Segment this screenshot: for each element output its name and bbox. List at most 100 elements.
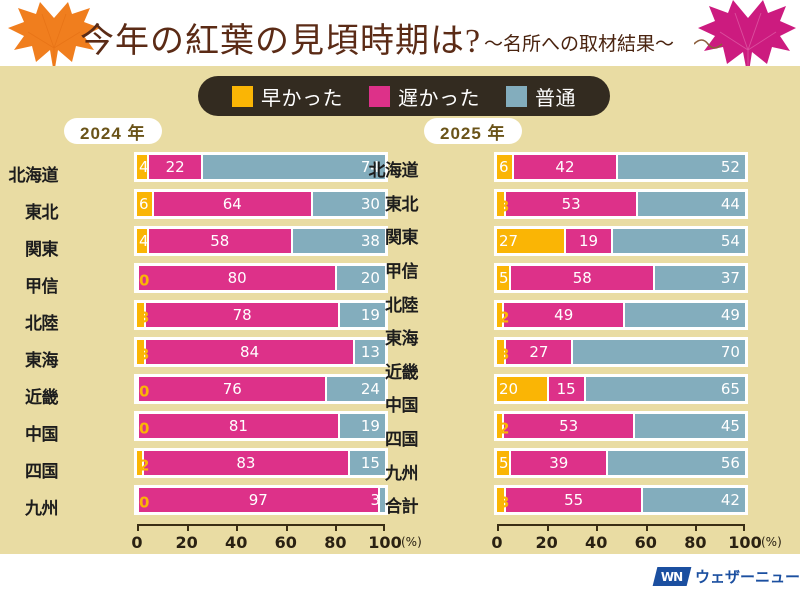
segment-normal: 3 <box>370 488 385 512</box>
segment-late: 80 <box>137 266 336 290</box>
segment-normal-value: 56 <box>720 453 740 472</box>
stacked-bar: 5 58 37 <box>494 263 748 293</box>
stacked-bar: 78 19 <box>134 300 388 330</box>
x-axis-tick-label: 40 <box>585 533 608 552</box>
segment-late: 53 <box>504 192 636 216</box>
x-axis-tick-label: 60 <box>634 533 657 552</box>
stacked-bar: 49 49 <box>494 300 748 330</box>
segment-early-value: 2 <box>499 308 510 327</box>
segment-normal-value: 13 <box>360 342 380 361</box>
segment-normal: 49 <box>623 303 745 327</box>
segment-early: 4 <box>137 155 149 179</box>
segment-early: 27 <box>497 229 564 253</box>
x-axis-tick-label: 20 <box>535 533 558 552</box>
x-axis-tick <box>743 524 745 531</box>
segment-early <box>497 488 505 512</box>
row-label-5: 東海 <box>25 351 59 371</box>
segment-late-value: 84 <box>240 342 260 361</box>
segment-early-value: 3 <box>139 308 150 327</box>
stacked-bar: 6 42 52 <box>494 152 748 182</box>
segment-early-value: 2 <box>499 419 510 438</box>
segment-normal-value: 15 <box>360 453 380 472</box>
segment-late-value: 58 <box>210 231 230 250</box>
segment-late: 83 <box>141 451 348 475</box>
segment-late-value: 42 <box>555 157 575 176</box>
segment-early: 5 <box>497 451 510 475</box>
stacked-bar: 6 64 30 <box>134 189 388 219</box>
segment-normal-value: 24 <box>360 379 380 398</box>
segment-early-value: 20 <box>499 379 519 398</box>
segment-normal: 42 <box>640 488 745 512</box>
segment-late-value: 81 <box>228 416 248 435</box>
row-label-6: 近畿 <box>25 388 59 408</box>
maple-leaf-orange-icon <box>8 2 100 74</box>
segment-late-value: 27 <box>529 342 549 361</box>
x-axis-tick <box>335 524 338 531</box>
segment-late: 55 <box>504 488 641 512</box>
legend-label-late: 遅かった <box>398 85 480 110</box>
stacked-bar: 27 19 54 <box>494 226 748 256</box>
x-axis-tick-label: 80 <box>684 533 707 552</box>
maple-leaf-magenta-icon <box>694 0 796 78</box>
segment-early-value: 0 <box>139 271 150 290</box>
x-axis-line <box>137 524 385 526</box>
stacked-bar: 20 15 65 <box>494 374 748 404</box>
stacked-bar: 76 24 <box>134 374 388 404</box>
x-axis-tick <box>137 524 139 531</box>
segment-late-value: 64 <box>222 194 242 213</box>
stacked-bar: 80 20 <box>134 263 388 293</box>
row-label-3: 甲信 <box>385 262 419 282</box>
row-label-2: 関東 <box>25 240 59 260</box>
segment-normal-value: 38 <box>360 231 380 250</box>
segment-early-value: 0 <box>139 382 150 401</box>
segment-normal: 30 <box>310 192 385 216</box>
weathernews-logo-text: ウェザーニュース <box>695 568 800 586</box>
segment-early-value: 4 <box>139 231 149 250</box>
year-badge-2025: 2025 年 <box>424 118 522 144</box>
segment-late-value: 78 <box>232 305 252 324</box>
x-axis-tick <box>596 524 599 531</box>
segment-normal: 13 <box>352 340 385 364</box>
x-axis-tick-label: 100 <box>368 533 402 552</box>
segment-normal: 74 <box>201 155 385 179</box>
legend-item-normal: 普通 <box>506 82 576 111</box>
segment-normal: 70 <box>571 340 745 364</box>
year-badge-2024: 2024 年 <box>64 118 162 144</box>
segment-late-value: 58 <box>572 268 592 287</box>
segment-early-value: 6 <box>499 157 509 176</box>
row-label-0: 北海道 <box>368 161 419 181</box>
segment-late-value: 15 <box>556 379 576 398</box>
header-banner: 今年の紅葉の見頃時期は? 〜名所への取材結果〜 <box>0 0 800 78</box>
x-axis-unit: (%) <box>761 535 782 549</box>
segment-late: 42 <box>511 155 617 179</box>
segment-late: 49 <box>501 303 624 327</box>
x-axis-tick <box>383 524 385 531</box>
segment-early: 4 <box>137 229 149 253</box>
stacked-bar: 81 19 <box>134 411 388 441</box>
segment-normal-value: 45 <box>720 416 740 435</box>
x-axis-tick-label: 80 <box>324 533 347 552</box>
segment-late: 19 <box>563 229 612 253</box>
row-label-1: 東北 <box>25 203 59 223</box>
x-axis-tick <box>186 524 189 531</box>
segment-normal: 38 <box>290 229 385 253</box>
segment-late: 58 <box>146 229 291 253</box>
segment-normal-value: 44 <box>720 194 740 213</box>
segment-normal: 20 <box>335 266 385 290</box>
segment-late: 15 <box>546 377 584 401</box>
segment-late-value: 39 <box>549 453 569 472</box>
legend-item-early: 早かった <box>232 82 343 111</box>
segment-normal: 52 <box>616 155 745 179</box>
segment-early <box>137 451 142 475</box>
square-swatch-icon-early <box>232 85 253 107</box>
segment-normal: 45 <box>633 414 745 438</box>
segment-late: 64 <box>151 192 311 216</box>
segment-early <box>497 340 505 364</box>
x-axis-tick-label: 0 <box>131 533 143 552</box>
segment-late-value: 97 <box>248 490 268 509</box>
segment-normal-value: 49 <box>720 305 740 324</box>
segment-early-value: 3 <box>499 493 510 512</box>
segment-normal-value: 65 <box>720 379 740 398</box>
x-axis-tick-label: 60 <box>274 533 297 552</box>
segment-late: 78 <box>144 303 338 327</box>
